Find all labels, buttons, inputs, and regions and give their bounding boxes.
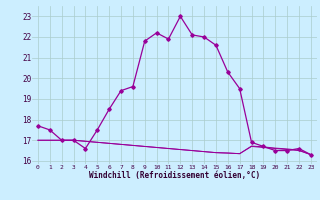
X-axis label: Windchill (Refroidissement éolien,°C): Windchill (Refroidissement éolien,°C)	[89, 171, 260, 180]
